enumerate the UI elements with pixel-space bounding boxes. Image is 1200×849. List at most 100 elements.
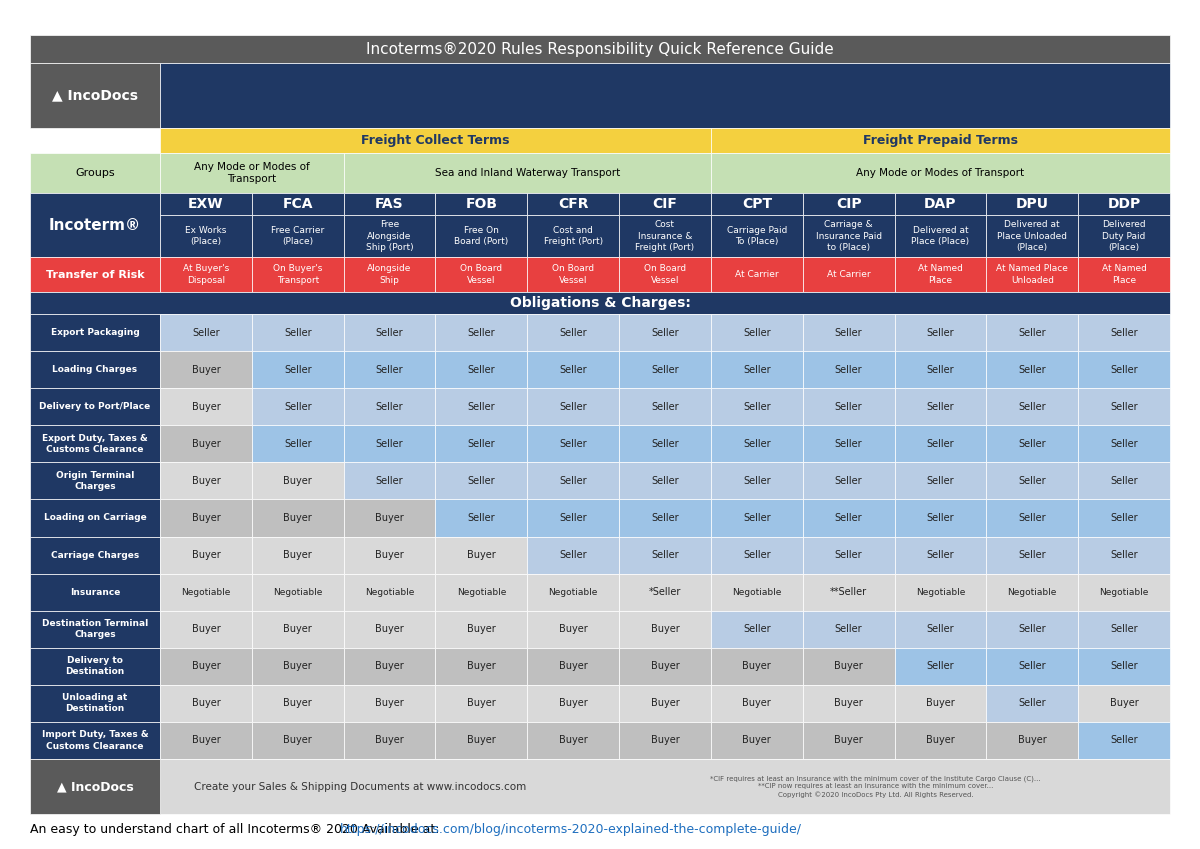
Text: Origin Terminal
Charges: Origin Terminal Charges — [56, 471, 134, 491]
Bar — [894, 648, 986, 685]
Text: Seller: Seller — [1019, 661, 1046, 672]
Text: Negotiable: Negotiable — [365, 588, 414, 597]
Bar — [619, 648, 710, 685]
Text: Seller: Seller — [743, 476, 770, 486]
Bar — [1078, 351, 1170, 388]
Bar — [894, 425, 986, 463]
Bar — [30, 685, 160, 722]
Bar — [160, 257, 252, 292]
Text: CIF: CIF — [653, 197, 678, 211]
Text: Buyer: Buyer — [283, 550, 312, 560]
Bar — [436, 499, 527, 537]
Text: Carriage Charges: Carriage Charges — [50, 550, 139, 559]
Bar — [986, 574, 1078, 610]
Text: Freight Collect Terms: Freight Collect Terms — [361, 134, 510, 147]
Text: Carriage Paid
To (Place): Carriage Paid To (Place) — [727, 226, 787, 246]
Text: Seller: Seller — [559, 328, 587, 338]
Bar — [1078, 215, 1170, 257]
Text: Negotiable: Negotiable — [1008, 588, 1057, 597]
Bar — [252, 685, 343, 722]
Text: Seller: Seller — [559, 476, 587, 486]
Text: Negotiable: Negotiable — [916, 588, 965, 597]
Bar — [1078, 388, 1170, 425]
Bar — [160, 537, 252, 574]
Text: Obligations & Charges:: Obligations & Charges: — [510, 296, 690, 310]
Text: On Board
Vessel: On Board Vessel — [552, 264, 594, 284]
Bar — [894, 193, 986, 215]
Bar — [1078, 648, 1170, 685]
Text: Loading Charges: Loading Charges — [53, 365, 138, 374]
Text: Seller: Seller — [652, 402, 679, 412]
Text: Buyer: Buyer — [283, 513, 312, 523]
Text: Seller: Seller — [835, 550, 863, 560]
Bar — [527, 463, 619, 499]
Text: Negotiable: Negotiable — [181, 588, 230, 597]
Bar — [619, 388, 710, 425]
Text: Delivered at
Place Unloaded
(Place): Delivered at Place Unloaded (Place) — [997, 221, 1067, 251]
Bar — [160, 648, 252, 685]
Bar — [803, 685, 894, 722]
Bar — [160, 215, 252, 257]
Text: Seller: Seller — [743, 328, 770, 338]
Text: Seller: Seller — [468, 328, 496, 338]
Bar — [252, 648, 343, 685]
Text: Seller: Seller — [1110, 513, 1138, 523]
Text: Seller: Seller — [835, 476, 863, 486]
Text: Seller: Seller — [1110, 476, 1138, 486]
Bar — [343, 314, 436, 351]
Text: Buyer: Buyer — [283, 661, 312, 672]
Bar — [803, 388, 894, 425]
Text: At Named
Place: At Named Place — [1102, 264, 1146, 284]
Bar — [710, 463, 803, 499]
Bar — [343, 499, 436, 537]
Text: On Buyer's
Transport: On Buyer's Transport — [274, 264, 323, 284]
Text: Buyer: Buyer — [467, 550, 496, 560]
Text: Negotiable: Negotiable — [548, 588, 598, 597]
Bar — [160, 610, 252, 648]
Bar — [619, 574, 710, 610]
Text: Buyer: Buyer — [559, 661, 588, 672]
Bar — [527, 388, 619, 425]
Text: DDP: DDP — [1108, 197, 1141, 211]
Text: Seller: Seller — [559, 550, 587, 560]
Text: CIP: CIP — [836, 197, 862, 211]
Text: Seller: Seller — [926, 328, 954, 338]
Bar — [30, 463, 160, 499]
Bar — [710, 610, 803, 648]
Bar — [894, 537, 986, 574]
Text: Free
Alongside
Ship (Port): Free Alongside Ship (Port) — [366, 221, 413, 251]
Text: Seller: Seller — [376, 439, 403, 449]
Bar — [343, 648, 436, 685]
Text: Delivered at
Place (Place): Delivered at Place (Place) — [911, 226, 970, 246]
Text: Seller: Seller — [835, 402, 863, 412]
Text: Seller: Seller — [835, 364, 863, 374]
Bar — [343, 193, 436, 215]
Text: Buyer: Buyer — [1110, 699, 1139, 708]
Bar — [619, 610, 710, 648]
Text: Buyer: Buyer — [650, 624, 679, 634]
Text: Export Packaging: Export Packaging — [50, 328, 139, 337]
Bar — [986, 215, 1078, 257]
Text: Buyer: Buyer — [559, 699, 588, 708]
Bar — [803, 257, 894, 292]
Text: Buyer: Buyer — [376, 624, 404, 634]
Bar — [894, 215, 986, 257]
Text: Buyer: Buyer — [743, 699, 772, 708]
Text: Seller: Seller — [926, 624, 954, 634]
Bar — [343, 722, 436, 759]
Text: Buyer: Buyer — [650, 699, 679, 708]
Text: Export Duty, Taxes &
Customs Clearance: Export Duty, Taxes & Customs Clearance — [42, 434, 148, 454]
Bar — [30, 574, 160, 610]
Bar — [619, 351, 710, 388]
Bar — [343, 685, 436, 722]
Bar — [160, 463, 252, 499]
Text: Seller: Seller — [652, 328, 679, 338]
Bar — [343, 351, 436, 388]
Text: Negotiable: Negotiable — [274, 588, 323, 597]
Text: Seller: Seller — [1019, 513, 1046, 523]
Bar — [619, 215, 710, 257]
Text: EXW: EXW — [188, 197, 223, 211]
Text: Buyer: Buyer — [650, 735, 679, 745]
Text: Buyer: Buyer — [192, 364, 221, 374]
Bar — [894, 314, 986, 351]
